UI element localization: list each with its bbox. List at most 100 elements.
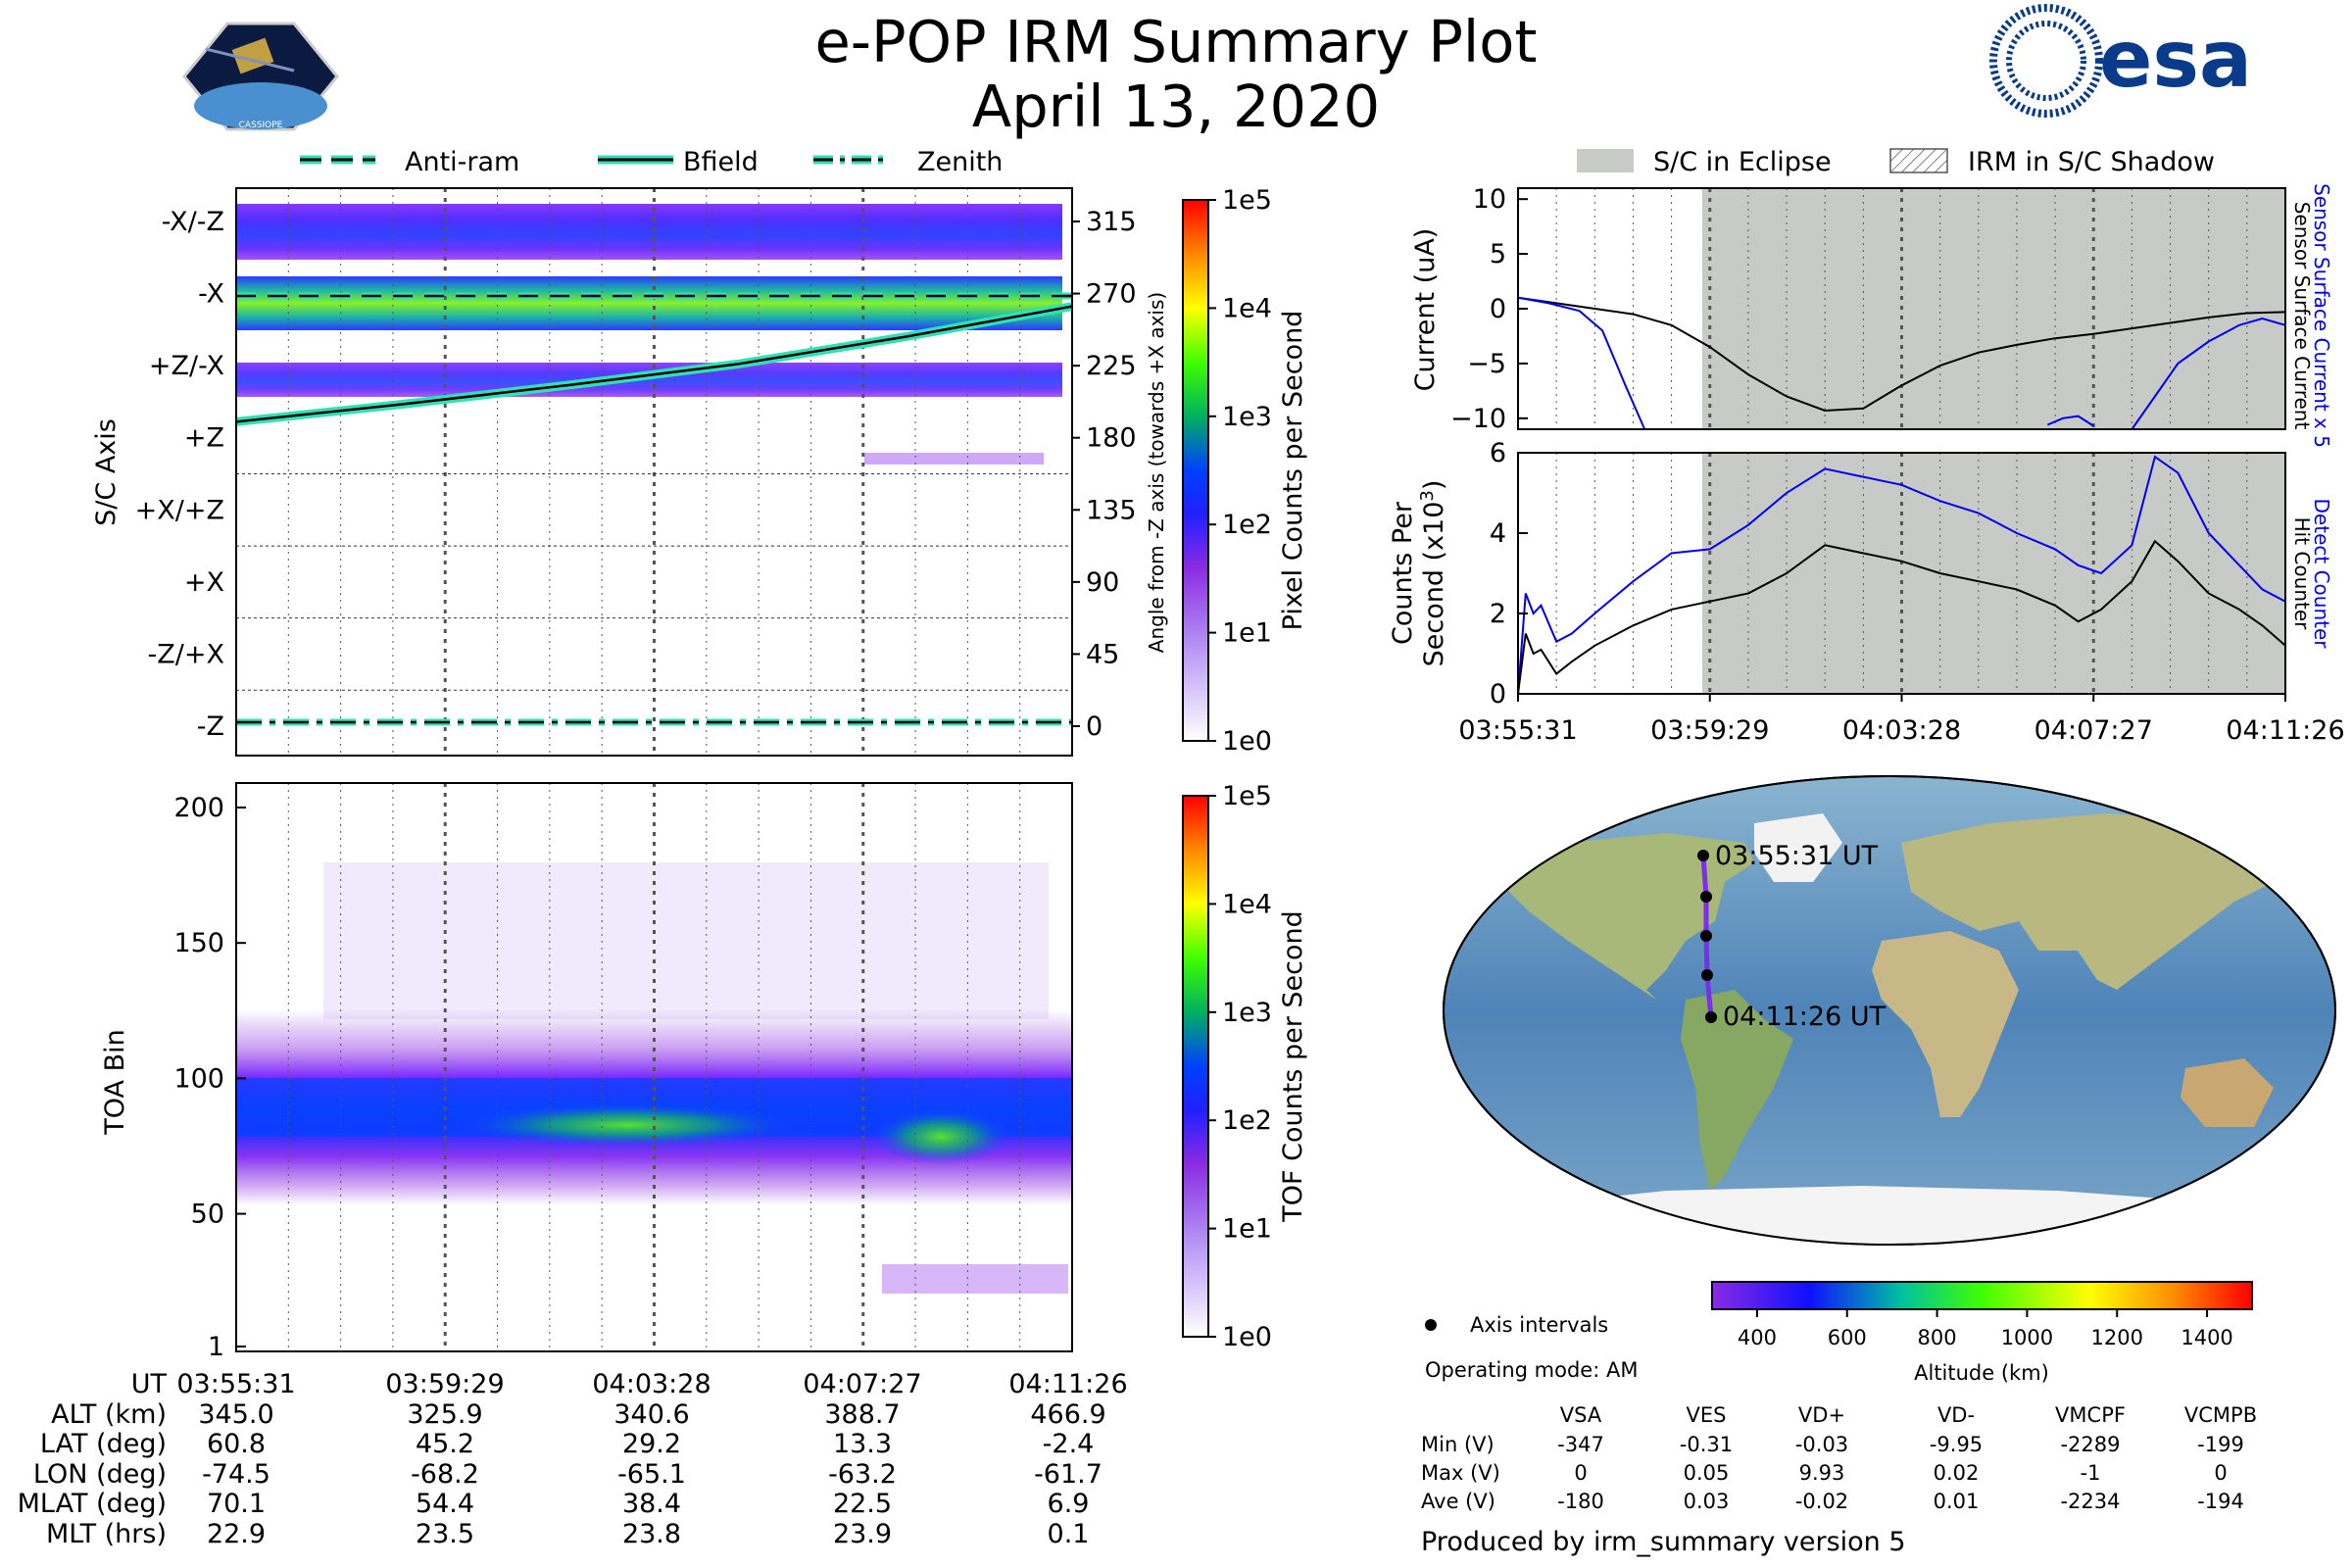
altitude-tick-label: 400 (1738, 1326, 1777, 1349)
series-line (1517, 296, 1646, 430)
ephemeris-row-label: LAT (deg) (40, 1429, 167, 1459)
top-legend: Anti-ram Bfield Zenith (300, 147, 1003, 177)
sc-axis-ylabel: S/C Axis (91, 418, 122, 526)
ephemeris-cell: 54.4 (416, 1489, 474, 1519)
angle-tick-label: 315 (1086, 207, 1137, 237)
counts-series (1517, 455, 2286, 695)
colorbar-tick-label: 1e2 (1222, 1105, 1272, 1136)
africa (1872, 931, 2019, 1117)
greenland (1754, 813, 1842, 882)
axis-interval-dot (1700, 930, 1712, 942)
counts-tick-label: 0 (1490, 679, 1506, 710)
colorbar-tick-label: 1e5 (1222, 781, 1272, 811)
ephemeris-cell: 04:11:26 (1008, 1369, 1127, 1399)
ephemeris-row-label: MLT (hrs) (46, 1519, 167, 1549)
voltage-row-label: Ave (V) (1421, 1490, 1495, 1513)
ephemeris-cell: 6.9 (1048, 1489, 1090, 1519)
footer-credit: Produced by irm_summary version 5 (1421, 1527, 1906, 1557)
right-legend: S/C in Eclipse IRM in S/C Shadow (1577, 147, 2215, 177)
ephemeris-cell: -68.2 (411, 1459, 479, 1490)
eclipse-region (1701, 453, 2285, 694)
voltage-cell: -0.03 (1795, 1433, 1848, 1456)
voltage-cell: 0.01 (1934, 1490, 1980, 1513)
track-start-label: 03:55:31 UT (1715, 841, 1879, 871)
voltage-column-header: VSA (1560, 1403, 1602, 1427)
cassiope-logo: CASSIOPE (182, 22, 339, 131)
tof-counts-colorbar-label: TOF Counts per Second (1278, 910, 1308, 1223)
voltage-column-header: VCMPB (2184, 1403, 2257, 1427)
series-line (2131, 318, 2286, 430)
ephemeris-cell: -63.2 (828, 1459, 897, 1490)
ephemeris-table: UT 03:55:31 03:59:29 04:03:28 04:07:27 04:11:… (18, 1369, 1128, 1549)
counts-tick-label: 6 (1490, 438, 1506, 468)
toa-scatter-haze (323, 862, 1049, 1019)
voltage-cell: 9.93 (1799, 1461, 1845, 1485)
ephemeris-cell: 60.8 (207, 1429, 266, 1459)
voltage-cell: -194 (2197, 1490, 2244, 1513)
colorbar-tick-label: 1e0 (1222, 1322, 1272, 1352)
sc-axis-tick-label: +X/+Z (135, 495, 224, 525)
axis-interval-dot (1700, 891, 1712, 903)
altitude-tick-label: 800 (1918, 1326, 1957, 1349)
counts-ylabel-line1: Counts Per (1388, 501, 1418, 645)
counts-panel: 6 4 2 0 Counts Per Second (x103) Detect Cou… (1388, 438, 2345, 746)
ephemeris-row-label: MLAT (deg) (18, 1489, 167, 1519)
axis-interval-dot (1705, 1011, 1717, 1023)
axis-interval-dot (1697, 850, 1709, 861)
esa-logo-text: esa (2099, 14, 2252, 105)
voltage-cell: 0.03 (1684, 1490, 1730, 1513)
series-line (2046, 415, 2094, 427)
axis-intervals-label: Axis intervals (1470, 1313, 1608, 1337)
altitude-tick-label: 600 (1828, 1326, 1867, 1349)
legend-eclipse-label: S/C in Eclipse (1653, 147, 1832, 177)
colorbar-tick-label: 1e1 (1222, 1214, 1272, 1245)
sc-axis-y2label: Angle from -Z axis (towards +X axis) (1145, 292, 1168, 653)
ephemeris-cell: -74.5 (202, 1459, 270, 1490)
ephemeris-cell: 22.5 (833, 1489, 892, 1519)
sc-axis-panel: -X/-Z -X +Z/-X +Z +X/+Z +X -Z/+X -Z 315 270 225 18… (91, 187, 1168, 757)
ephemeris-cell: 23.8 (622, 1519, 681, 1549)
angle-tick-label: 225 (1086, 351, 1137, 381)
legend-shadow-swatch (1889, 148, 1948, 173)
ephemeris-cell: 13.3 (833, 1429, 892, 1459)
voltage-column-header: VD- (1937, 1403, 1975, 1427)
time-tick-label: 03:55:31 (1458, 715, 1577, 746)
toa-gridlines (236, 783, 1072, 1351)
toa-tick-label: 1 (208, 1332, 224, 1362)
counts-y-ticks: 6 4 2 0 (1490, 438, 1528, 710)
counts-x-ticks: 03:55:31 03:59:29 04:03:28 04:07:27 04:11:26 (1458, 694, 2345, 746)
voltage-column-header: VD+ (1798, 1403, 1845, 1427)
band-plus-z-minus-x (236, 363, 1062, 397)
toa-green-core-b (872, 1109, 1009, 1164)
pixel-counts-colorbar-label: Pixel Counts per Second (1278, 311, 1308, 631)
ephemeris-cell: 466.9 (1030, 1399, 1105, 1430)
toa-ylabel: TOA Bin (100, 1029, 130, 1135)
time-tick-label: 04:03:28 (1842, 715, 1961, 746)
voltage-cell: 0.05 (1684, 1461, 1730, 1485)
europe-asia (1901, 813, 2293, 990)
sc-axis-gridlines (236, 188, 1072, 756)
ephemeris-cell: 04:03:28 (592, 1369, 710, 1399)
sc-axis-tick-label: +X (184, 567, 224, 598)
ephemeris-cell: -2.4 (1043, 1429, 1095, 1459)
ephemeris-cell: 22.9 (207, 1519, 266, 1549)
ephemeris-row-label: UT (131, 1369, 168, 1399)
ephemeris-cell: 45.2 (416, 1429, 474, 1459)
counts-tick-label: 2 (1490, 599, 1506, 629)
current-series (1517, 296, 2286, 430)
voltage-cell: 0 (2214, 1461, 2227, 1485)
ephemeris-cell: 03:59:29 (385, 1369, 504, 1399)
colorbar-tick-label: 1e4 (1222, 889, 1272, 919)
altitude-colorbar: 400 600 800 1000 1200 1400 Altitude (km) (1711, 1281, 2253, 1385)
angle-tick-label: 45 (1086, 639, 1119, 669)
toa-tick-label: 100 (173, 1063, 224, 1094)
colorbar-tick-label: 1e4 (1222, 293, 1272, 323)
eclipse-region (1701, 188, 2285, 429)
voltage-row-label: Max (V) (1421, 1461, 1500, 1485)
colorbar-tick-label: 1e3 (1222, 402, 1272, 432)
toa-tick-label: 50 (191, 1200, 224, 1230)
sc-axis-right-ticks: 315 270 225 180 135 90 45 0 (1072, 207, 1137, 742)
pixel-counts-colorbar: 1e0 1e1 1e2 1e3 1e4 1e5 Pixel Counts per Seco… (1182, 185, 1308, 757)
angle-tick-label: 0 (1086, 711, 1102, 742)
sc-axis-tick-label: -X (198, 279, 224, 310)
